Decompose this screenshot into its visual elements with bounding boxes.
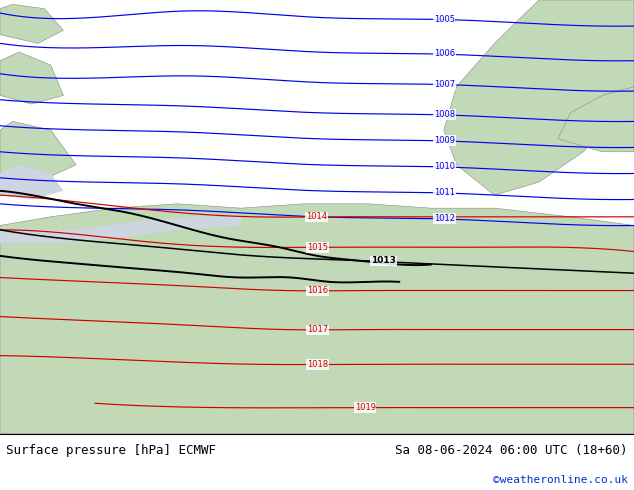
Text: 1006: 1006 [434,49,455,58]
Text: 1015: 1015 [307,243,328,252]
Polygon shape [0,122,76,182]
Text: Surface pressure [hPa] ECMWF: Surface pressure [hPa] ECMWF [6,444,216,457]
Text: 1005: 1005 [434,15,455,24]
Polygon shape [0,4,63,44]
Text: 1012: 1012 [434,214,455,223]
Text: Sa 08-06-2024 06:00 UTC (18+60): Sa 08-06-2024 06:00 UTC (18+60) [395,444,628,457]
Text: ©weatheronline.co.uk: ©weatheronline.co.uk [493,475,628,485]
Polygon shape [0,217,241,243]
Text: 1008: 1008 [434,110,455,119]
Polygon shape [558,87,634,152]
Polygon shape [0,165,63,199]
Text: 1011: 1011 [434,188,455,197]
Text: 1009: 1009 [434,136,455,145]
Text: 1010: 1010 [434,162,455,171]
Text: 1017: 1017 [307,325,328,334]
Text: 1007: 1007 [434,80,455,89]
Text: 1014: 1014 [306,213,327,221]
Polygon shape [444,0,634,195]
Text: 1013: 1013 [371,256,396,266]
Text: 1018: 1018 [307,360,328,369]
Polygon shape [0,52,63,104]
Text: 1016: 1016 [307,286,328,295]
Text: 1019: 1019 [354,403,376,412]
Polygon shape [0,204,634,434]
